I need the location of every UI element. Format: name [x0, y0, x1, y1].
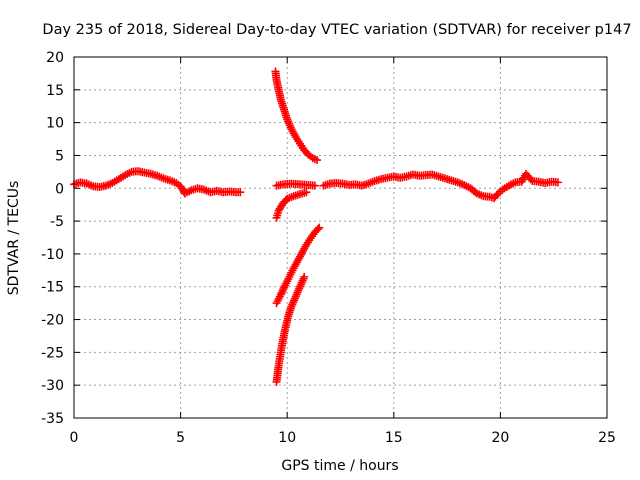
axis-ticks: 0 5 10 15 20 25 20 15 10 5 0 -5 -10 -15 -20 -25 -30 -35 — [41, 50, 616, 446]
y-tick-label: -10 — [41, 247, 64, 263]
data-points — [70, 67, 562, 386]
y-tick-label: -20 — [41, 313, 64, 329]
x-tick-label: 0 — [70, 430, 79, 446]
chart-title: Day 235 of 2018, Sidereal Day-to-day VTE… — [42, 22, 631, 38]
data-point — [492, 191, 501, 200]
data-point — [277, 288, 286, 297]
y-tick-label: 10 — [46, 116, 64, 132]
data-point — [300, 272, 309, 281]
data-point — [236, 188, 245, 197]
x-tick-label: 5 — [176, 430, 185, 446]
x-tick-label: 20 — [491, 430, 509, 446]
x-tick-label: 15 — [385, 430, 403, 446]
gridlines — [74, 57, 607, 418]
x-tick-label: 25 — [598, 430, 616, 446]
y-tick-label: -5 — [50, 214, 64, 230]
x-tick-label: 10 — [278, 430, 296, 446]
data-point — [315, 223, 324, 232]
y-tick-label: 5 — [55, 148, 64, 164]
y-tick-label: 20 — [46, 50, 64, 66]
x-axis-label: GPS time / hours — [281, 458, 398, 474]
data-point — [279, 285, 288, 294]
data-point — [313, 156, 322, 165]
y-tick-label: 0 — [55, 181, 64, 197]
plot-frame — [73, 56, 608, 419]
data-point — [313, 225, 322, 234]
data-point — [310, 181, 319, 190]
data-point — [553, 178, 562, 187]
y-tick-label: -25 — [41, 345, 64, 361]
y-tick-label: -35 — [41, 411, 64, 427]
y-tick-label: -15 — [41, 280, 64, 296]
data-point — [276, 290, 285, 299]
data-point — [302, 188, 311, 197]
y-axis-label: SDTVAR / TECUs — [6, 181, 22, 296]
y-tick-label: -30 — [41, 378, 64, 394]
data-point — [278, 286, 287, 295]
y-tick-label: 15 — [46, 83, 64, 99]
